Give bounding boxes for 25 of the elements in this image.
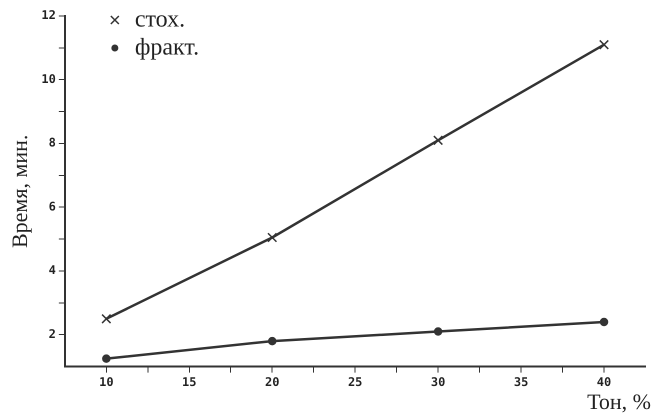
- point: [267, 232, 278, 243]
- point: [599, 40, 610, 50]
- y-tick-label: 2: [48, 326, 56, 341]
- x-tick-label: 35: [514, 374, 528, 389]
- legend-label: стох.: [134, 6, 186, 32]
- x-axis-title: Тон, %: [587, 388, 651, 414]
- x-tick-label: 10: [99, 374, 114, 389]
- x-tick-label: 30: [430, 374, 446, 389]
- y-tick-label: 6: [48, 199, 56, 214]
- point: [102, 354, 111, 363]
- point: [600, 318, 608, 326]
- point: [101, 314, 112, 324]
- x-tick-label: 25: [348, 374, 362, 389]
- y-tick-label: 10: [41, 72, 56, 86]
- y-tick-label: 8: [48, 136, 56, 150]
- y-axis-title: Время, мин.: [6, 134, 32, 248]
- point: [434, 327, 442, 336]
- x-tick-label: 20: [265, 374, 280, 389]
- point: [268, 336, 276, 346]
- legend-label: фракт.: [134, 34, 200, 60]
- x-tick-label: 15: [182, 374, 196, 389]
- y-tick-label: 4: [48, 263, 56, 278]
- point: [433, 135, 444, 146]
- y-tick-label: 12: [41, 8, 56, 22]
- x-tick-label: 40: [596, 374, 612, 389]
